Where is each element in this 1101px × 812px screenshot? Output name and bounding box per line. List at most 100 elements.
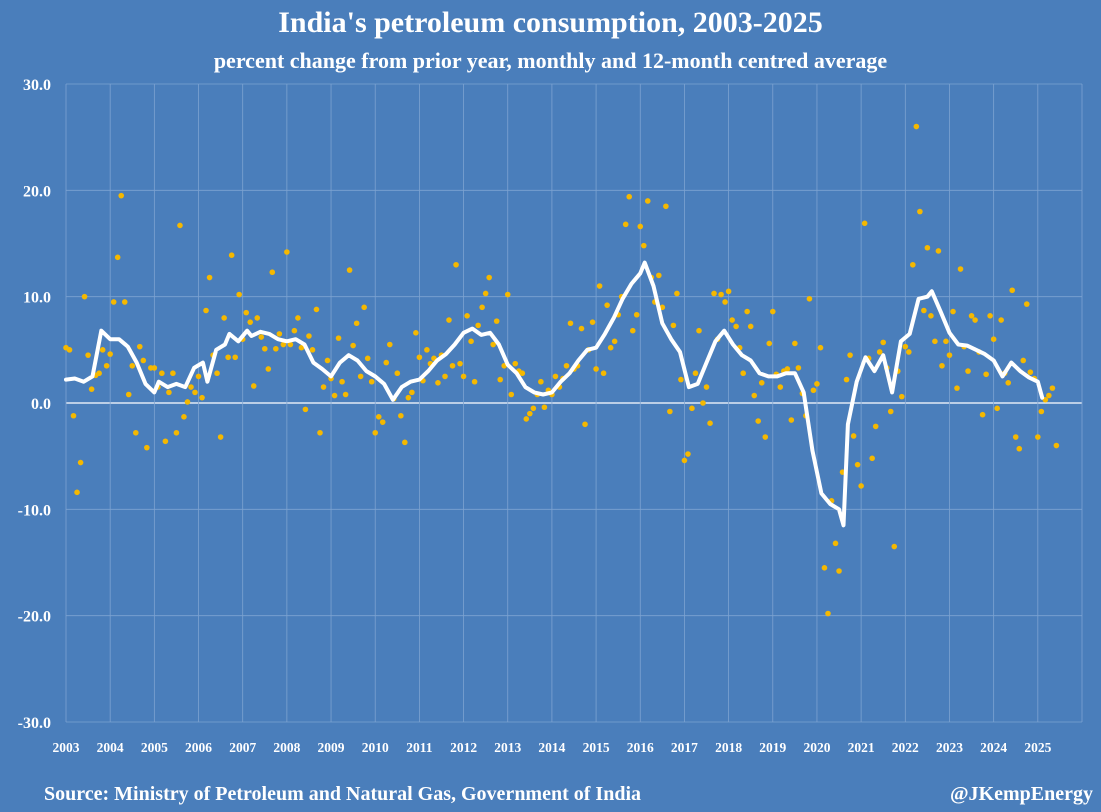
x-tick-label: 2014	[538, 740, 565, 755]
data-point	[979, 411, 986, 418]
data-point	[453, 261, 459, 268]
data-point	[965, 368, 971, 374]
data-point	[747, 323, 754, 330]
x-tick-label: 2016	[627, 740, 654, 755]
data-point	[258, 334, 265, 340]
data-point	[880, 339, 887, 346]
data-point	[121, 299, 128, 305]
data-point	[442, 373, 448, 380]
data-point	[324, 357, 331, 364]
data-point	[486, 274, 492, 281]
data-point	[449, 362, 456, 369]
data-point	[287, 341, 294, 348]
x-tick-label: 2004	[97, 740, 124, 755]
data-point	[379, 419, 386, 425]
data-point	[872, 423, 879, 430]
data-point	[195, 373, 202, 380]
data-point	[718, 291, 724, 298]
data-point	[199, 394, 205, 401]
x-tick-label: 2010	[362, 740, 389, 755]
data-point	[637, 223, 644, 230]
data-point	[567, 320, 574, 327]
data-point	[891, 543, 898, 550]
data-point	[987, 313, 993, 319]
data-point	[784, 366, 791, 372]
data-point	[600, 370, 607, 377]
data-point	[1005, 379, 1012, 386]
x-tick-label: 2005	[141, 740, 168, 755]
data-point	[114, 254, 121, 261]
data-point	[681, 457, 688, 464]
data-point	[836, 568, 842, 574]
data-point	[284, 249, 290, 255]
chart-title: India's petroleum consumption, 2003-2025	[278, 6, 823, 39]
data-point	[99, 347, 106, 353]
data-point	[118, 192, 125, 199]
data-point	[946, 352, 953, 358]
x-tick-label: 2017	[671, 740, 698, 755]
data-point	[910, 261, 916, 268]
x-tick-label: 2021	[848, 740, 875, 755]
data-point	[593, 366, 599, 372]
data-point	[611, 338, 618, 345]
data-point	[368, 378, 375, 385]
data-point	[214, 370, 220, 377]
data-point	[298, 344, 305, 351]
x-tick-label: 2009	[318, 740, 345, 755]
data-point	[247, 319, 254, 325]
data-point	[998, 317, 1004, 323]
data-point	[490, 341, 496, 348]
data-point	[821, 565, 828, 571]
data-point	[125, 391, 132, 398]
data-point	[291, 327, 298, 334]
data-point	[972, 317, 978, 323]
x-tick-label: 2024	[980, 740, 1007, 755]
data-point	[762, 434, 769, 440]
x-tick-label: 2013	[494, 740, 521, 755]
data-point	[876, 349, 883, 355]
data-point	[711, 290, 717, 297]
data-point	[273, 345, 279, 352]
average-line-series	[64, 260, 1045, 528]
data-point	[957, 266, 964, 272]
data-point	[166, 389, 172, 396]
data-point	[541, 404, 548, 411]
data-point	[173, 429, 180, 436]
data-point	[519, 370, 526, 377]
x-tick-label: 2003	[53, 740, 80, 755]
data-point	[129, 362, 136, 369]
data-point	[468, 338, 474, 345]
data-point	[394, 370, 401, 377]
data-point	[317, 429, 323, 436]
data-point	[659, 304, 666, 311]
data-point	[552, 373, 559, 380]
data-point	[398, 412, 404, 419]
x-tick-label: 2023	[936, 740, 963, 755]
data-point	[629, 327, 636, 334]
data-point	[346, 267, 353, 273]
data-point	[110, 299, 117, 305]
data-point	[446, 317, 452, 323]
data-point	[335, 335, 342, 341]
data-point	[626, 193, 633, 200]
data-point	[203, 307, 209, 314]
data-point	[512, 360, 519, 367]
data-point	[221, 315, 227, 321]
data-point	[364, 355, 371, 362]
y-tick-label: 30.0	[23, 77, 51, 94]
data-point	[869, 455, 875, 462]
data-point	[1035, 434, 1041, 440]
data-point	[140, 357, 147, 364]
chart-subtitle: percent change from prior year, monthly …	[213, 48, 888, 73]
data-point	[740, 370, 746, 377]
data-point	[136, 343, 143, 350]
data-point	[435, 379, 441, 386]
data-point	[232, 354, 238, 361]
data-point	[261, 345, 268, 352]
data-point	[424, 347, 430, 353]
data-point	[1023, 301, 1030, 307]
source-note: Source: Ministry of Petroleum and Natura…	[44, 783, 642, 805]
data-point	[887, 408, 894, 415]
data-point	[1046, 392, 1052, 399]
data-point	[250, 383, 257, 389]
